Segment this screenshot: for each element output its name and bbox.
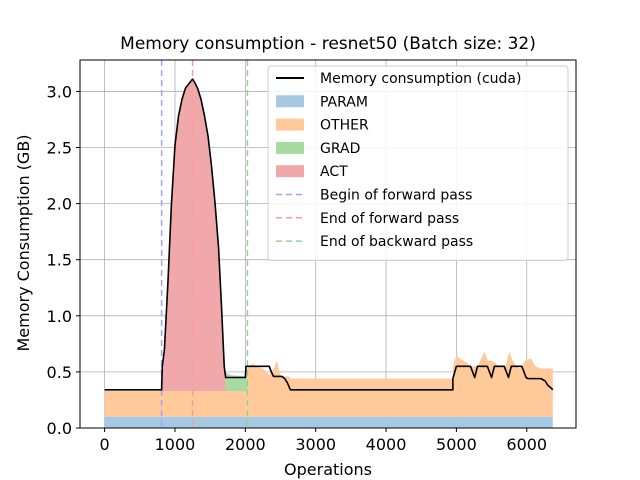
legend-box <box>267 65 569 261</box>
series-param-area <box>104 416 553 428</box>
x-tick-label-6: 6000 <box>506 435 547 454</box>
legend-label-3: GRAD <box>320 141 360 157</box>
x-tick-label-3: 3000 <box>295 435 336 454</box>
y-axis-title: Memory Consumption (GB) <box>14 134 33 351</box>
x-axis-title: Operations <box>284 460 372 479</box>
x-tick-label-0: 0 <box>100 435 110 454</box>
x-tick-label-4: 4000 <box>366 435 407 454</box>
legend-label-6: End of forward pass <box>320 211 459 227</box>
legend-label-5: Begin of forward pass <box>320 188 472 204</box>
series-other-area <box>104 351 553 417</box>
legend-label-1: PARAM <box>320 94 368 110</box>
legend-label-2: OTHER <box>320 118 369 134</box>
legend-label-7: End of backward pass <box>320 234 473 250</box>
x-tick-label-1: 1000 <box>155 435 196 454</box>
series-cuda-line <box>104 78 554 391</box>
x-tick-label-2: 2000 <box>225 435 266 454</box>
plot-frame <box>79 59 577 429</box>
y-tick-label-1: 0.5 <box>47 363 72 382</box>
legend-swatch-4 <box>276 165 304 178</box>
legend-swatch-3 <box>276 141 304 154</box>
series-act-area <box>161 81 226 391</box>
chart-title: Memory consumption - resnet50 (Batch siz… <box>120 34 536 54</box>
y-tick-label-2: 1.0 <box>47 307 72 326</box>
y-tick-label-0: 0.0 <box>47 419 72 438</box>
series-group <box>104 60 554 428</box>
y-tick-label-6: 3.0 <box>47 82 72 101</box>
y-tick-label-5: 2.5 <box>47 139 72 158</box>
legend-label-0: Memory consumption (cuda) <box>320 71 521 87</box>
y-tick-label-3: 1.5 <box>47 251 72 270</box>
legend-swatch-2 <box>276 118 304 131</box>
legend: Memory consumption (cuda) PARAM OTHER GRAD A… <box>267 65 569 261</box>
legend-label-4: ACT <box>320 164 348 180</box>
x-tick-label-5: 5000 <box>436 435 477 454</box>
y-tick-label-4: 2.0 <box>47 195 72 214</box>
legend-swatch-1 <box>276 95 304 108</box>
